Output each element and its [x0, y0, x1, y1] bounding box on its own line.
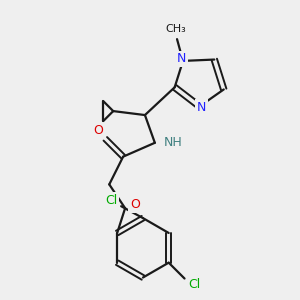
Text: CH₃: CH₃	[166, 24, 186, 34]
Text: N: N	[197, 101, 206, 114]
Text: Cl: Cl	[105, 194, 117, 207]
Text: O: O	[93, 124, 103, 137]
Text: Cl: Cl	[188, 278, 201, 291]
Text: N: N	[176, 52, 186, 65]
Text: NH: NH	[163, 136, 182, 149]
Text: O: O	[130, 198, 140, 211]
